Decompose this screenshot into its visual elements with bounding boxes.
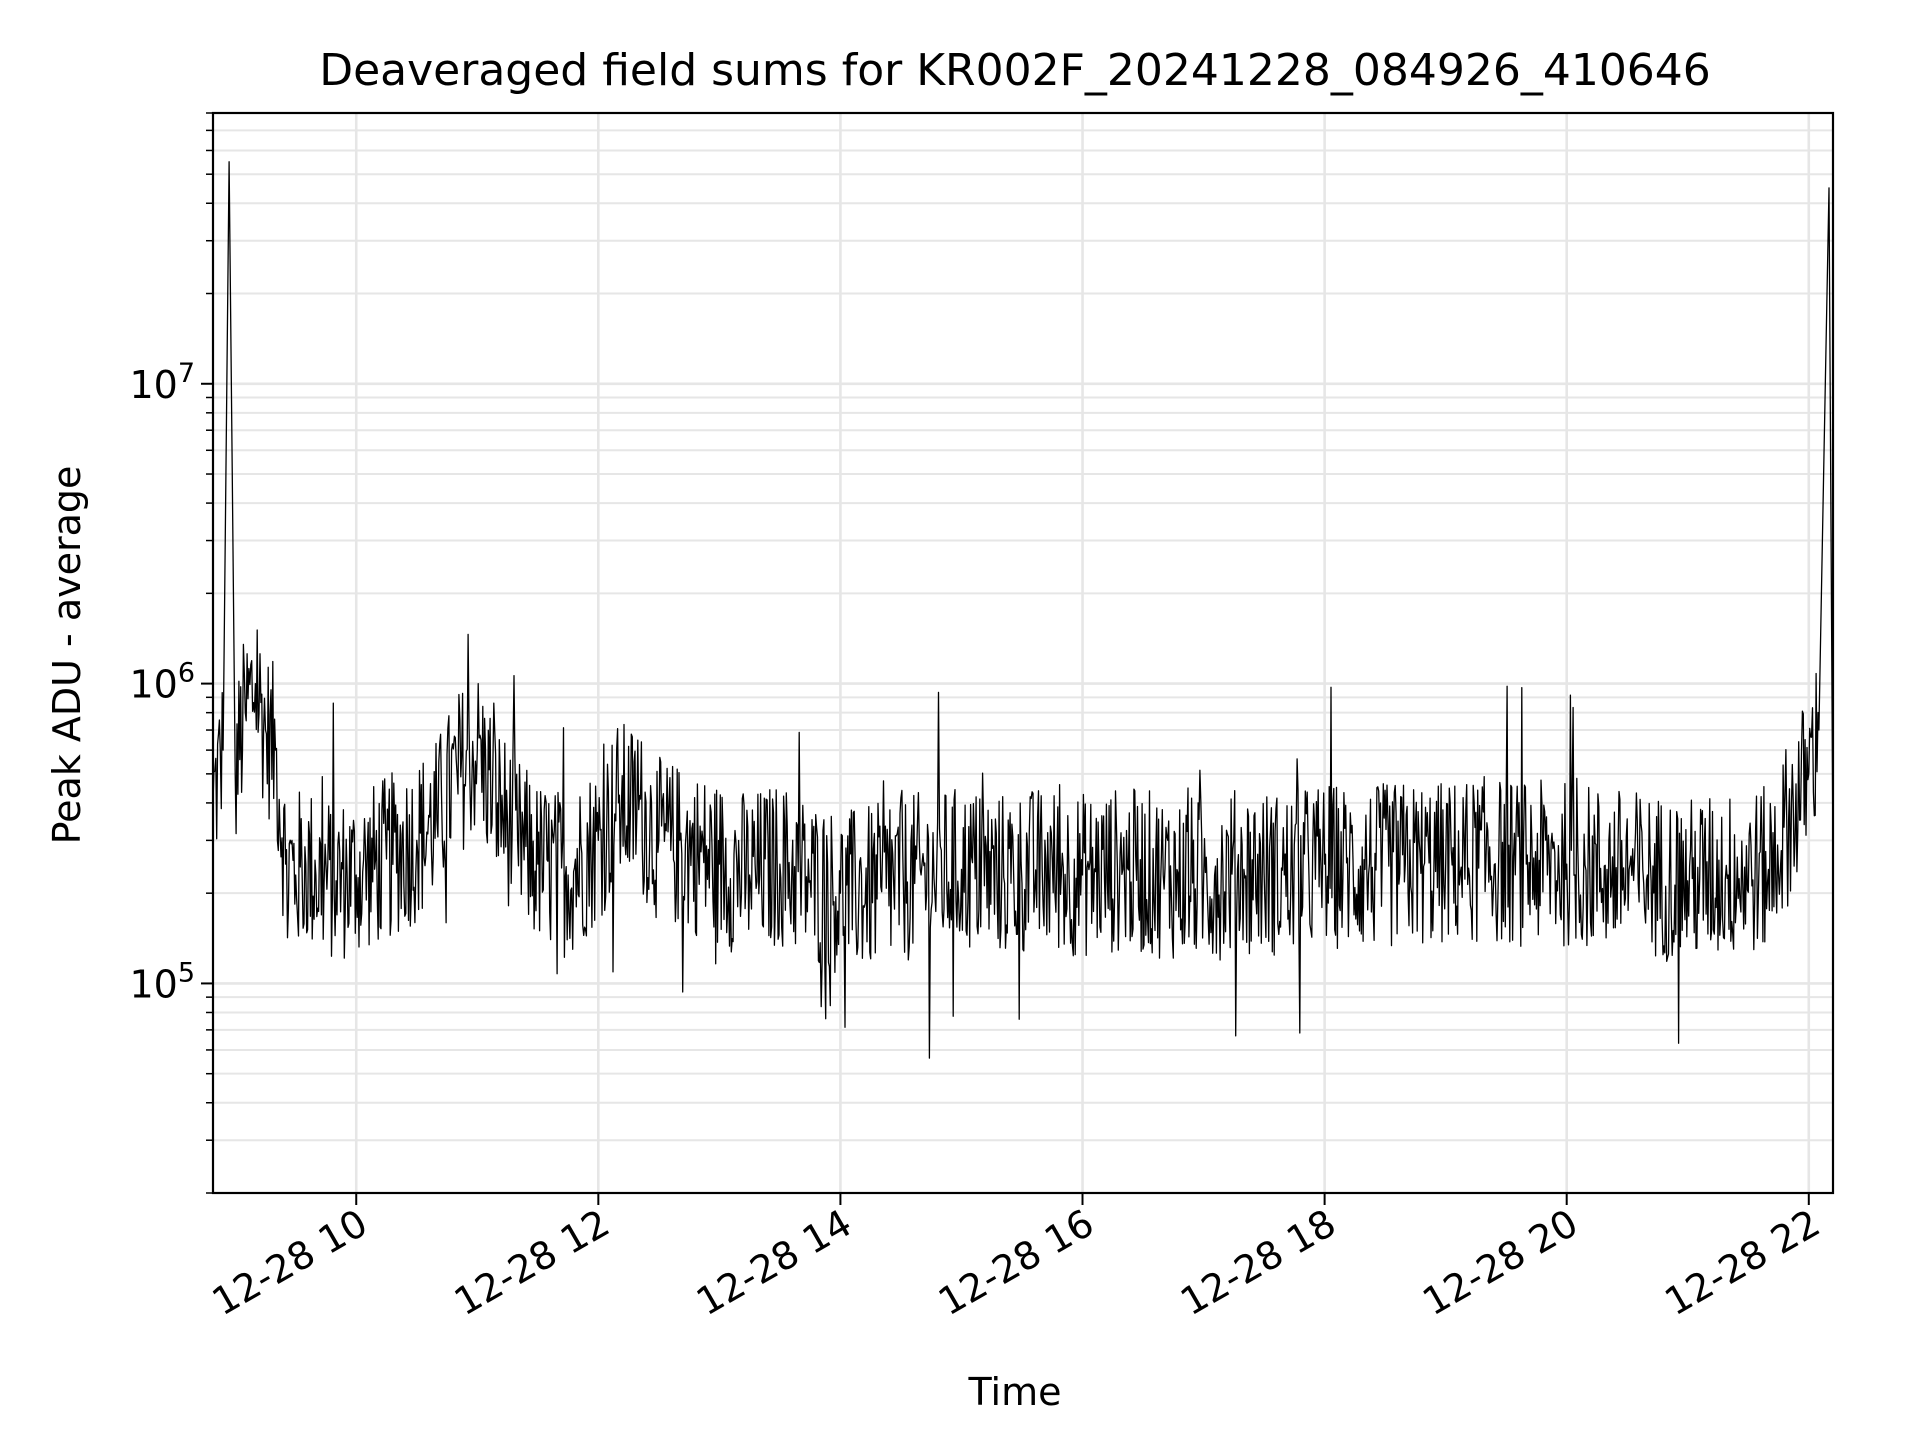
y-tick-base: 10 — [129, 962, 177, 1006]
axes: 12-28 10 12-28 12 12-28 14 12-28 16 12-28 18… — [129, 111, 1835, 1325]
x-tick-label: 12-28 22 — [1657, 1201, 1827, 1325]
grid — [213, 112, 1833, 1194]
series-line — [212, 161, 1834, 1059]
y-tick-base: 10 — [129, 363, 177, 407]
y-tick-label: 106 — [129, 658, 195, 707]
y-tick-exponent: 7 — [178, 358, 195, 389]
x-tick-label: 12-28 10 — [205, 1201, 375, 1325]
y-tick-base: 10 — [129, 663, 177, 707]
x-tick-label: 12-28 18 — [1173, 1201, 1343, 1325]
x-tick-label: 12-28 12 — [447, 1201, 617, 1325]
plot-frame — [211, 111, 1835, 1195]
y-tick-label: 105 — [129, 957, 195, 1006]
y-tick-label: 107 — [129, 358, 195, 407]
y-axis-label: Peak ADU - average — [45, 466, 89, 845]
x-tick-label: 12-28 20 — [1415, 1201, 1585, 1325]
x-axis-label: Time — [968, 1370, 1062, 1414]
x-tick-label: 12-28 16 — [931, 1201, 1101, 1325]
y-tick-exponent: 5 — [178, 957, 195, 988]
chart-title: Deaveraged field sums for KR002F_2024122… — [319, 45, 1711, 96]
y-tick-exponent: 6 — [178, 658, 195, 689]
x-tick-label: 12-28 14 — [689, 1201, 859, 1325]
series-layer — [212, 161, 1834, 1059]
